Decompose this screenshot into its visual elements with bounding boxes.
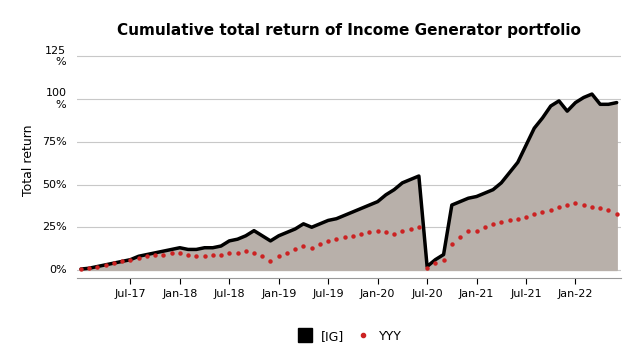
Title: Cumulative total return of Income Generator portfolio: Cumulative total return of Income Genera… xyxy=(117,22,580,37)
Legend: [IG], YYY: [IG], YYY xyxy=(291,325,407,348)
Y-axis label: Total return: Total return xyxy=(22,125,35,196)
